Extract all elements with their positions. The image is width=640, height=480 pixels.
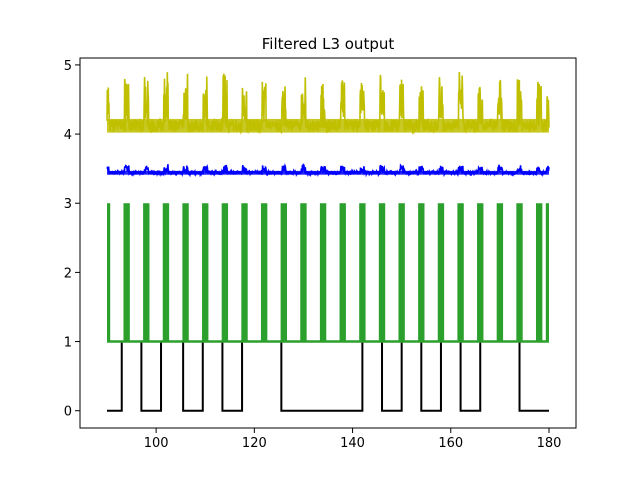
y-tick-label: 1 bbox=[64, 336, 72, 351]
y-tick-label: 0 bbox=[64, 405, 72, 420]
series-layer bbox=[106, 72, 550, 412]
series-pulse bbox=[359, 203, 366, 342]
series-pulse bbox=[107, 203, 111, 342]
x-tick-label: 100 bbox=[144, 436, 169, 451]
y-tick-label: 5 bbox=[64, 59, 72, 74]
y-tick-label: 4 bbox=[64, 128, 72, 143]
series-pulse bbox=[300, 203, 307, 342]
series-pulse bbox=[182, 203, 189, 342]
series-pulse bbox=[477, 203, 484, 342]
series-pulse bbox=[516, 203, 523, 342]
series-pulse bbox=[123, 203, 130, 342]
series-pulse bbox=[339, 203, 346, 342]
series-pulse bbox=[437, 203, 445, 342]
chart-title: Filtered L3 output bbox=[262, 35, 395, 53]
series-0 bbox=[107, 340, 549, 412]
series-pulse bbox=[418, 203, 425, 342]
y-tick-label: 2 bbox=[64, 266, 72, 281]
series-pulse bbox=[162, 203, 170, 342]
series-pulse bbox=[496, 203, 504, 342]
x-tick-label: 140 bbox=[340, 436, 365, 451]
x-tick-label: 180 bbox=[537, 436, 562, 451]
series-pulse bbox=[319, 203, 327, 342]
plot-frame bbox=[79, 57, 577, 429]
series-pulse bbox=[202, 203, 209, 342]
series-pulse bbox=[398, 203, 405, 342]
series-pulse bbox=[457, 203, 464, 342]
series-pulse bbox=[221, 203, 229, 342]
y-axis: 0 1 2 3 4 5 bbox=[64, 59, 80, 420]
x-tick-label: 120 bbox=[242, 436, 267, 451]
series-1 bbox=[107, 203, 549, 343]
series-pulse bbox=[241, 203, 248, 342]
series-pulse bbox=[535, 203, 543, 342]
y-tick-label: 3 bbox=[64, 197, 72, 212]
series-pulse bbox=[378, 203, 386, 342]
series-band-core bbox=[107, 118, 549, 133]
series-2 bbox=[106, 163, 550, 178]
series-pulse bbox=[280, 203, 287, 342]
x-axis: 100 120 140 160 180 bbox=[144, 428, 562, 451]
series-pulse bbox=[260, 203, 268, 342]
series-pulse bbox=[545, 203, 549, 342]
series-pulse bbox=[143, 203, 150, 342]
series-line-square-wave bbox=[107, 340, 549, 412]
series-3 bbox=[106, 72, 550, 136]
series-band-core bbox=[107, 170, 549, 175]
x-tick-label: 160 bbox=[438, 436, 463, 451]
